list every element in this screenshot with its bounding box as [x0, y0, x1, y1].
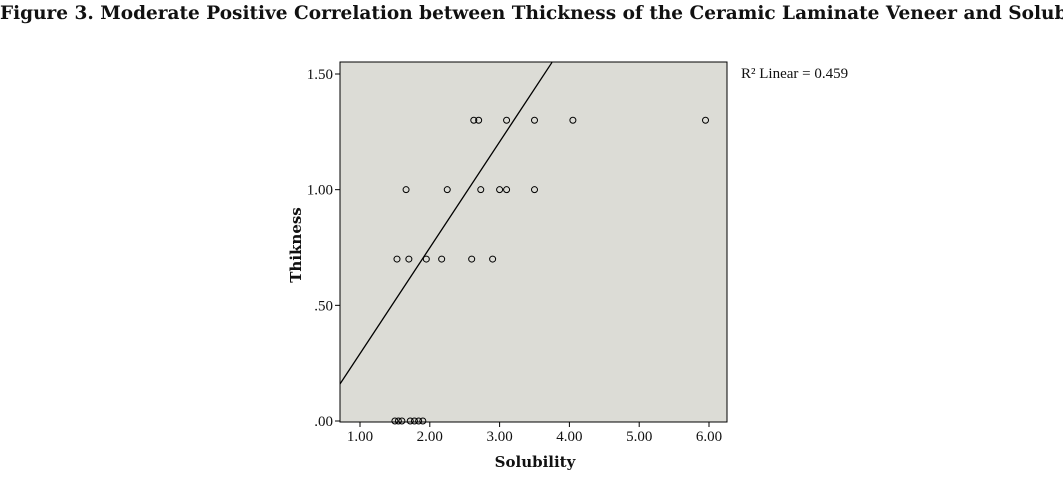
data-point	[394, 417, 402, 425]
data-point	[470, 116, 478, 124]
data-point	[531, 116, 538, 124]
x-tick-label: 5.00	[626, 429, 652, 445]
y-tick-label: .00	[314, 414, 333, 430]
y-axis-title: Thikness	[287, 207, 305, 283]
data-point	[438, 255, 446, 263]
data-point	[503, 116, 511, 124]
data-point	[496, 186, 504, 194]
y-tick-label: .50	[314, 298, 333, 314]
data-point	[391, 417, 399, 425]
data-point	[419, 417, 427, 425]
figure-title: Figure 3. Moderate Positive Correlation …	[0, 3, 1063, 24]
data-point	[398, 417, 406, 425]
data-point	[443, 186, 451, 194]
data-point	[402, 186, 410, 194]
data-point	[405, 255, 413, 263]
x-tick-label: 3.00	[486, 429, 512, 445]
data-point	[569, 116, 577, 124]
x-tick-label: 1.00	[347, 429, 373, 445]
y-tick-label: 1.00	[307, 183, 333, 199]
fit-line	[339, 62, 553, 385]
x-tick-label: 4.00	[556, 429, 582, 445]
data-point	[393, 255, 401, 263]
x-tick-label: 6.00	[696, 429, 722, 445]
data-point	[477, 186, 485, 194]
data-point	[422, 255, 430, 263]
data-point	[503, 186, 511, 194]
data-point	[489, 255, 497, 263]
legend-fit-label: R² Linear = 0.459	[741, 66, 848, 82]
y-tick-label: 1.50	[307, 67, 333, 83]
x-tick-label: 2.00	[417, 429, 443, 445]
data-point	[406, 417, 414, 425]
plot-area	[339, 61, 728, 423]
data-point	[415, 417, 423, 425]
data-point	[702, 116, 710, 124]
x-axis-title: Solubility	[495, 453, 577, 471]
data-point	[531, 186, 538, 194]
data-point	[468, 255, 476, 263]
data-point	[410, 417, 418, 425]
data-point	[475, 116, 483, 124]
